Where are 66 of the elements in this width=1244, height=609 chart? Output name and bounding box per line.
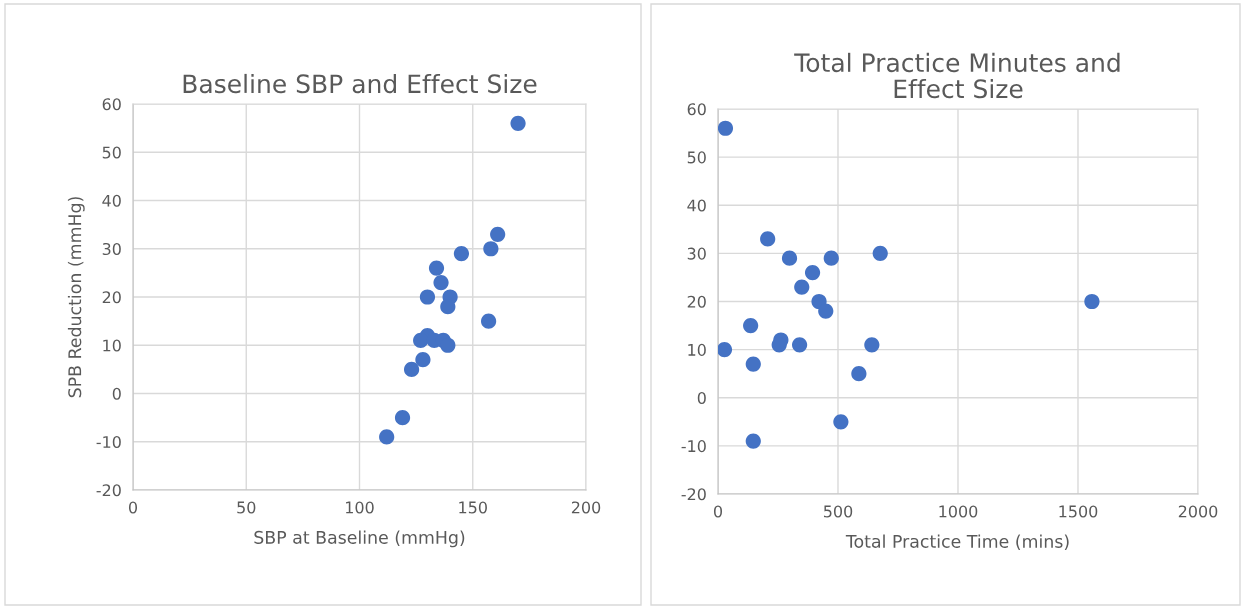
y-axis-title: SPB Reduction (mmHg): [67, 197, 85, 398]
point: [413, 332, 429, 349]
y-tick-label: 40: [102, 194, 121, 207]
x-tick-label: 2000: [1178, 505, 1218, 518]
y-tick-label: 10: [103, 339, 121, 352]
point: [818, 303, 834, 319]
y-tick-label: -10: [96, 435, 121, 449]
y-tick-label: 50: [687, 151, 706, 164]
x-tick-label: 0: [128, 501, 138, 514]
point: [864, 337, 880, 353]
point: [791, 337, 808, 353]
chart-title: Baseline SBP and Effect Size: [183, 73, 537, 94]
y-tick-label: 30: [687, 247, 706, 260]
y-tick-label: -20: [681, 488, 706, 501]
point: [851, 366, 867, 382]
point: [781, 250, 798, 266]
y-tick-label: 20: [102, 291, 121, 304]
point: [760, 231, 776, 247]
y-tick-label: 0: [112, 387, 121, 400]
point: [718, 342, 733, 358]
point: [440, 299, 456, 315]
point: [794, 279, 810, 295]
point: [718, 120, 734, 136]
x-tick-label: 50: [237, 501, 256, 514]
point: [490, 226, 506, 242]
y-tick-label: 50: [102, 146, 121, 159]
point: [745, 433, 761, 449]
point: [1084, 293, 1100, 310]
point: [823, 250, 839, 266]
x-axis-title: SBP at Baseline (mmHg): [254, 530, 465, 548]
point: [771, 337, 787, 353]
x-tick-label: 200: [571, 501, 601, 514]
point: [743, 317, 759, 334]
point: [428, 260, 445, 276]
point: [419, 289, 436, 305]
y-tick-label: 60: [102, 98, 121, 111]
point: [833, 414, 849, 430]
point: [440, 337, 456, 353]
y-tick-label: -20: [96, 484, 121, 497]
point: [804, 265, 821, 281]
chart-title: Total Practice Minutes and Effect Size: [794, 52, 1120, 99]
point: [403, 361, 420, 377]
y-tick-label: 30: [102, 242, 121, 256]
x-tick-label: 100: [346, 501, 374, 514]
x-tick-label: 500: [823, 505, 853, 518]
point: [872, 245, 888, 261]
x-tick-label: 1000: [939, 505, 978, 518]
y-tick-label: 40: [687, 199, 706, 212]
y-tick-label: 60: [687, 103, 706, 116]
point: [415, 352, 431, 368]
y-tick-label: 0: [697, 391, 706, 405]
point: [379, 429, 395, 445]
point: [483, 241, 499, 257]
point: [510, 115, 526, 131]
x-tick-label: 150: [459, 501, 487, 514]
y-tick-label: -10: [681, 440, 706, 453]
x-tick-label: 1500: [1059, 505, 1098, 518]
y-tick-label: 10: [688, 343, 706, 356]
y-tick-label: 20: [687, 295, 706, 308]
point: [745, 356, 761, 372]
point: [394, 410, 411, 426]
point: [453, 245, 470, 262]
x-tick-label: 0: [713, 505, 723, 518]
point: [433, 274, 449, 291]
x-axis-title: Total Practice Time (mins): [845, 534, 1069, 550]
point: [481, 313, 497, 329]
